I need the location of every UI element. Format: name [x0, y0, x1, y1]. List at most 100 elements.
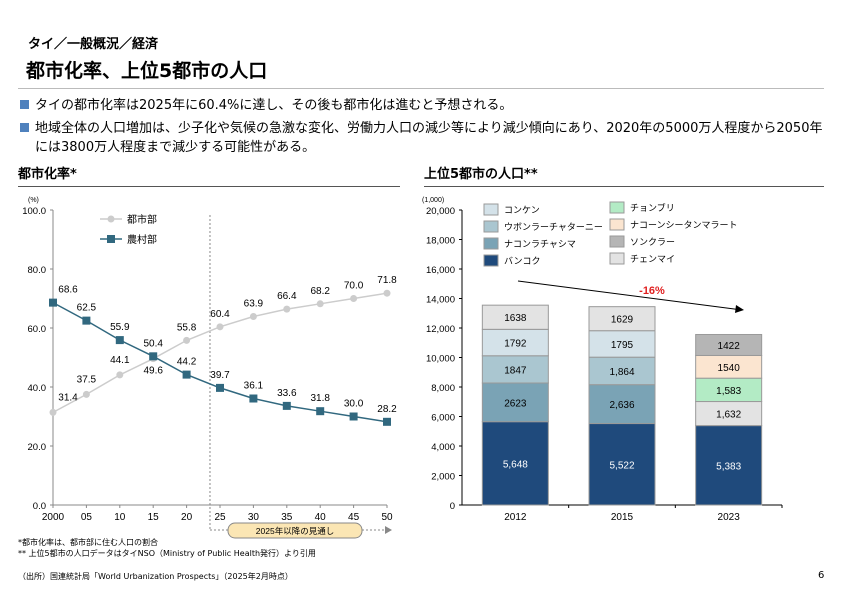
rural-point	[383, 417, 391, 426]
x-tick-label: 05	[81, 512, 93, 523]
bar-label: 1,632	[716, 410, 741, 421]
footnote-2: ** 上位5都市の人口データはタイNSO（Ministry of Public …	[18, 549, 316, 558]
data-label: 55.9	[110, 322, 130, 333]
urban-point	[283, 305, 291, 313]
bar-label: 5,383	[716, 461, 741, 472]
bar-label: 1629	[611, 315, 634, 326]
rural-point	[216, 383, 224, 392]
data-label: 30.0	[344, 399, 364, 410]
data-label: 63.9	[244, 298, 264, 309]
data-label: 55.8	[177, 322, 197, 333]
legend-label: コンケン	[504, 205, 540, 215]
rural-point	[316, 407, 325, 416]
data-label: 44.1	[110, 355, 130, 366]
legend-label: ナコーンシータンマラート	[630, 220, 738, 230]
bar-segment	[481, 421, 549, 506]
forecast-label: 2025年以降の見通し	[256, 526, 334, 536]
legend-swatch	[609, 235, 625, 248]
legend-circle-icon	[107, 215, 115, 223]
legend-square-icon	[107, 235, 115, 243]
y-tick-label: 100.0	[22, 206, 46, 217]
urban-point	[183, 336, 191, 344]
legend-swatch	[609, 201, 625, 214]
y-tick-label: 0	[450, 501, 455, 512]
y-tick-label: 12,000	[426, 324, 455, 335]
data-label: 44.2	[177, 357, 197, 368]
legend-swatch	[609, 218, 625, 231]
bullet-text: タイの都市化率は2025年に60.4%に達し、その後も都市化は進むと予想される。	[35, 98, 513, 113]
bar-label: 1540	[718, 363, 741, 374]
y-tick-label: 4,000	[431, 442, 455, 453]
data-label: 71.8	[377, 275, 397, 286]
arrow-head-icon	[385, 526, 392, 534]
legend-swatch	[483, 237, 499, 250]
legend-label: ウボンラーチャターニー	[504, 222, 603, 232]
x-tick-label: 15	[148, 512, 160, 523]
x-tick-label: 25	[214, 512, 226, 523]
bullet-1: タイの都市化率は2025年に60.4%に達し、その後も都市化は進むと予想される。	[20, 96, 512, 115]
divider	[424, 186, 824, 187]
rural-point	[49, 298, 57, 307]
x-tick-label: 2000	[42, 512, 65, 523]
rural-point	[115, 336, 124, 345]
right-chart-title: 上位5都市の人口**	[424, 167, 538, 182]
legend-label: バンコク	[504, 256, 540, 266]
left-chart-title: 都市化率*	[18, 167, 77, 182]
bar-label: 1422	[718, 341, 741, 352]
divider	[18, 186, 400, 187]
legend-swatch	[483, 220, 499, 233]
bar-segment	[481, 355, 549, 384]
urban-point	[383, 289, 391, 297]
bar-segment	[481, 382, 549, 423]
bar-label: 1792	[504, 339, 527, 350]
urban-point	[350, 295, 358, 302]
y-unit-label: (%)	[28, 197, 39, 204]
bullet-square-icon	[20, 100, 29, 109]
data-label: 39.7	[210, 370, 230, 381]
legend-label: ソンクラー	[630, 237, 675, 247]
urban-point	[216, 323, 224, 331]
source: （出所）国連統計局「World Urbanization Prospects」（…	[18, 572, 293, 581]
footnote-1: *都市化率は、都市部に住む人口の割合	[18, 538, 158, 547]
bar-label: 5,648	[503, 459, 528, 470]
bullet-2: 地域全体の人口増加は、少子化や気候の急激な変化、労働力人口の減少等により減少傾向…	[20, 119, 835, 157]
data-label: 62.5	[77, 303, 97, 314]
bar-segment	[588, 306, 656, 332]
y-tick-label: 0.0	[33, 501, 46, 512]
bar-label: 1847	[504, 365, 527, 376]
legend-label: 農村部	[127, 233, 157, 246]
bar-segment	[588, 423, 656, 506]
bar-segment	[588, 356, 656, 386]
divider	[18, 88, 824, 89]
data-label: 49.6	[143, 366, 163, 377]
data-label: 31.8	[310, 393, 330, 404]
x-tick-label: 10	[114, 512, 126, 523]
data-label: 70.0	[344, 281, 364, 292]
data-label: 50.4	[143, 338, 163, 349]
breadcrumb: タイ／一般概況／経済	[28, 37, 159, 52]
urban-point	[49, 408, 57, 416]
data-label: 28.2	[377, 404, 397, 415]
bar-label: 1638	[504, 313, 527, 324]
page-title: 都市化率、上位5都市の人口	[26, 60, 268, 82]
rural-point	[149, 352, 158, 361]
bar-label: 5,522	[609, 460, 634, 471]
x-tick-label: 30	[248, 512, 260, 523]
bar-label: 2623	[504, 398, 527, 409]
y-tick-label: 18,000	[426, 236, 455, 247]
y-tick-label: 20,000	[426, 206, 455, 217]
legend-label: チョンブリ	[630, 202, 675, 213]
legend-swatch	[483, 203, 499, 216]
data-label: 31.4	[58, 392, 78, 403]
y-tick-label: 2,000	[431, 472, 455, 483]
x-tick-label: 20	[181, 512, 193, 523]
x-tick-label: 2015	[611, 512, 634, 523]
x-tick-label: 2012	[504, 512, 527, 523]
rural-point	[182, 370, 191, 379]
bar-label: 1,583	[716, 386, 741, 397]
data-label: 66.4	[277, 291, 297, 302]
y-unit-label: (1,000)	[422, 197, 444, 204]
legend-swatch	[609, 252, 625, 265]
data-label: 60.4	[210, 309, 230, 320]
